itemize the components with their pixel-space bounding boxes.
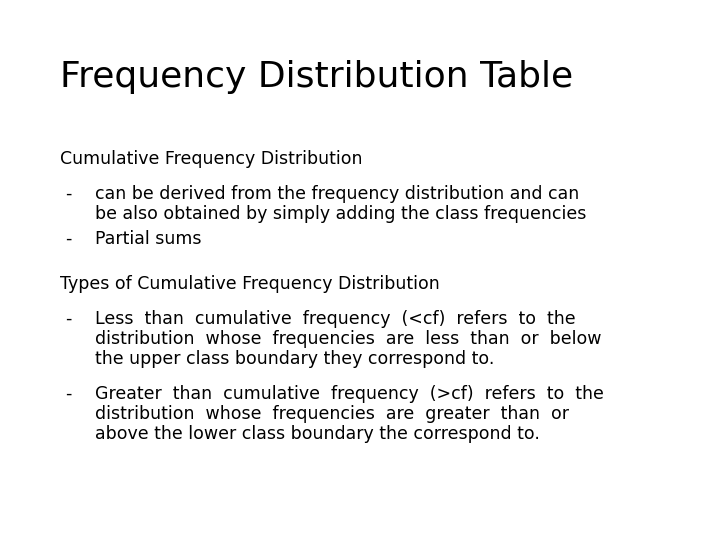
Text: Cumulative Frequency Distribution: Cumulative Frequency Distribution [60,150,362,168]
Text: Partial sums: Partial sums [95,230,202,248]
Text: distribution  whose  frequencies  are  less  than  or  below: distribution whose frequencies are less … [95,330,601,348]
Text: Greater  than  cumulative  frequency  (>cf)  refers  to  the: Greater than cumulative frequency (>cf) … [95,385,604,403]
Text: Less  than  cumulative  frequency  (<cf)  refers  to  the: Less than cumulative frequency (<cf) ref… [95,310,575,328]
Text: distribution  whose  frequencies  are  greater  than  or: distribution whose frequencies are great… [95,405,569,423]
Text: Types of Cumulative Frequency Distribution: Types of Cumulative Frequency Distributi… [60,275,440,293]
Text: the upper class boundary they correspond to.: the upper class boundary they correspond… [95,350,495,368]
Text: -: - [65,230,71,248]
Text: -: - [65,385,71,403]
Text: -: - [65,185,71,203]
Text: -: - [65,310,71,328]
Text: be also obtained by simply adding the class frequencies: be also obtained by simply adding the cl… [95,205,586,223]
Text: above the lower class boundary the correspond to.: above the lower class boundary the corre… [95,425,540,443]
Text: Frequency Distribution Table: Frequency Distribution Table [60,60,573,94]
Text: can be derived from the frequency distribution and can: can be derived from the frequency distri… [95,185,580,203]
